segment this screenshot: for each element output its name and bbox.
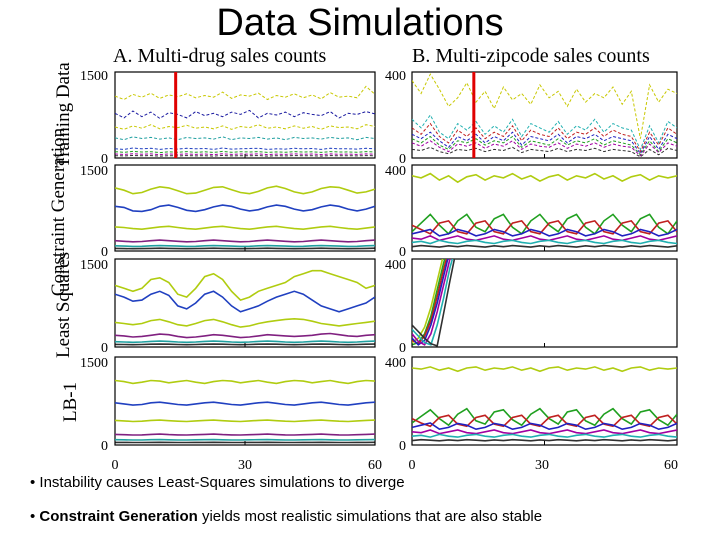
series-line-training-data-a-3 [115,136,375,141]
panel-frame-constraint-generation-a [114,164,376,252]
panel-lb-1-b [411,356,678,446]
series-line-constraint-generation-b-0 [412,172,677,184]
x-tick-a-0: 0 [112,458,119,473]
series-line-least-squares-b-3 [412,259,449,346]
series-line-training-data-b-6 [412,146,677,158]
x-tick-b-0: 0 [409,458,416,473]
bullet-1-text: Instability causes Least-Squares simulat… [39,474,405,491]
y-tick-a-min: 0 [101,341,108,356]
series-line-training-data-b-0 [412,73,677,139]
y-tick-b-min: 0 [399,152,406,167]
series-line-lb-1-a-3 [115,433,375,436]
series-line-least-squares-b-4 [412,259,451,346]
y-tick-a-min: 0 [101,439,108,454]
series-line-training-data-a-4 [115,147,375,150]
series-line-lb-1-a-1 [115,401,375,406]
series-line-constraint-generation-a-0 [115,185,375,195]
series-line-lb-1-b-5 [412,433,677,438]
series-line-constraint-generation-a-3 [115,239,375,243]
panel-lb-1-a [114,356,376,446]
panel-constraint-generation-a [114,164,376,252]
series-line-training-data-b-4 [412,135,677,156]
panel-least-squares-a [114,258,376,348]
series-line-least-squares-a-0 [115,269,375,302]
row-label-least-squares: Least Squares [53,252,74,358]
simulation-figure: A. Multi-drug sales counts B. Multi-zipc… [48,45,678,473]
row-label-lb-1: LB-1 [60,382,81,422]
row-label-training-data: Training Data [53,62,74,168]
series-line-constraint-generation-b-3 [412,228,677,237]
series-line-lb-1-b-0 [412,366,677,373]
x-tick-a-60: 60 [368,458,382,473]
series-line-constraint-generation-b-4 [412,235,677,242]
series-line-least-squares-b-1 [412,259,446,346]
y-tick-b-min: 0 [399,341,406,356]
panel-least-squares-b [411,258,678,348]
series-line-lb-1-b-4 [412,429,677,435]
series-line-least-squares-a-2 [115,317,375,328]
y-tick-a-max: 1500 [80,356,108,371]
series-line-lb-1-a-0 [115,379,375,385]
series-line-lb-1-a-2 [115,419,375,423]
y-tick-a-max: 1500 [80,164,108,179]
panel-frame-least-squares-b [411,258,678,348]
bullet-2: • Constraint Generation yields most real… [30,508,543,525]
row-label-constraint-generation: Constraint Generation [48,127,69,296]
x-tick-b-30: 30 [535,458,549,473]
series-line-training-data-a-5 [115,150,375,154]
panel-training-data-b [411,71,678,159]
column-header-a: A. Multi-drug sales counts [113,45,327,67]
bullet-1: • Instability causes Least-Squares simul… [30,474,405,491]
y-tick-b-max: 400 [385,164,406,179]
y-tick-a-min: 0 [101,152,108,167]
y-tick-b-max: 400 [385,69,406,84]
y-tick-b-max: 400 [385,258,406,273]
series-line-constraint-generation-b-1 [412,213,677,236]
slide-title: Data Simulations [216,2,504,44]
series-line-constraint-generation-a-1 [115,204,375,213]
chart-panels [114,71,678,446]
y-tick-b-max: 400 [385,356,406,371]
y-tick-a-max: 1500 [80,69,108,84]
bullet-2-text: yields most realistic simulations that a… [197,508,543,525]
x-tick-b-60: 60 [664,458,678,473]
bullet-2-bold: Constraint Generation [39,508,198,525]
x-tick-a-30: 30 [238,458,252,473]
y-tick-b-min: 0 [399,245,406,260]
series-line-training-data-a-2 [115,124,375,130]
series-line-constraint-generation-a-2 [115,225,375,231]
series-line-least-squares-b-5 [412,259,454,346]
y-tick-a-max: 1500 [80,258,108,273]
series-line-lb-1-b-1 [412,407,677,427]
series-line-least-squares-a-1 [115,290,375,313]
series-line-training-data-b-2 [412,122,677,153]
column-header-b: B. Multi-zipcode sales counts [412,45,650,67]
panel-frame-lb-1-a [114,356,376,446]
series-line-training-data-a-0 [115,85,375,101]
series-line-constraint-generation-b-5 [412,239,677,245]
series-line-least-squares-a-3 [115,332,375,339]
panel-training-data-a [114,71,376,159]
y-tick-a-min: 0 [101,245,108,260]
series-line-lb-1-b-2 [412,414,677,428]
series-line-least-squares-a-4 [115,340,375,344]
series-line-constraint-generation-a-4 [115,244,375,248]
series-line-constraint-generation-b-6 [412,244,677,248]
y-tick-b-min: 0 [399,439,406,454]
series-line-least-squares-b-6 [412,259,456,347]
series-line-training-data-a-1 [115,109,375,120]
series-line-training-data-b-5 [412,140,677,157]
panel-frame-training-data-a [114,71,376,159]
series-line-lb-1-b-3 [412,422,677,431]
panel-frame-training-data-b [411,71,678,159]
series-line-training-data-b-1 [412,114,677,151]
series-line-training-data-b-3 [412,131,677,155]
series-line-lb-1-b-6 [412,438,677,442]
tick-labels: 1500 0 1500 0 1500 0 1500 0 400 0 400 0 … [80,69,678,473]
panel-constraint-generation-b [411,164,678,252]
